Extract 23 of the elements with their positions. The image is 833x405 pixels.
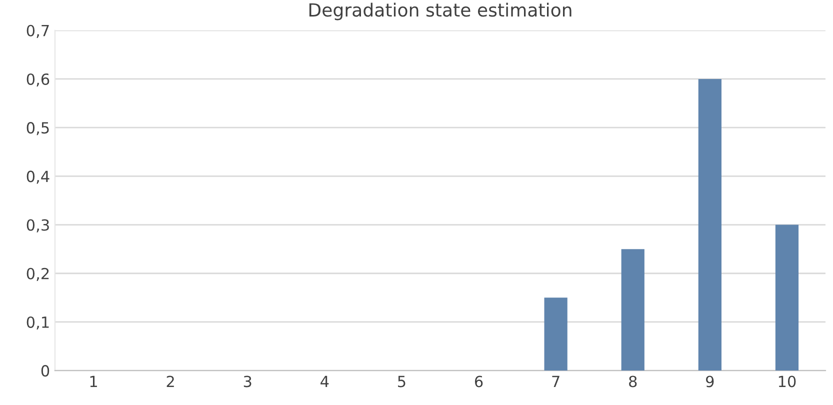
bar bbox=[621, 249, 644, 371]
x-tick-label: 4 bbox=[320, 376, 329, 388]
y-tick-label: 0,3 bbox=[26, 219, 49, 232]
chart-title: Degradation state estimation bbox=[309, 2, 572, 20]
y-tick-label: 0,7 bbox=[26, 24, 49, 38]
y-tick-label: 0,2 bbox=[26, 268, 49, 281]
x-tick-label: 9 bbox=[706, 376, 714, 388]
y-tick-label: 0,5 bbox=[26, 122, 49, 136]
y-tick-label: 0,1 bbox=[26, 316, 49, 330]
y-tick-label: 0 bbox=[41, 365, 50, 377]
x-tick-label: 1 bbox=[90, 376, 97, 388]
x-tick-label: 3 bbox=[244, 376, 252, 388]
y-tick-label: 0,4 bbox=[26, 170, 50, 184]
y-tick-label: 0,6 bbox=[26, 73, 50, 87]
x-tick-label: 6 bbox=[474, 376, 483, 388]
bar bbox=[698, 78, 722, 371]
x-tick-label: 10 bbox=[778, 376, 796, 388]
x-tick-label: 5 bbox=[398, 376, 406, 388]
x-tick-label: 2 bbox=[166, 376, 174, 388]
x-tick-label: 8 bbox=[629, 376, 637, 388]
bar bbox=[775, 224, 799, 371]
bar bbox=[544, 298, 568, 371]
x-tick-label: 7 bbox=[552, 376, 560, 388]
